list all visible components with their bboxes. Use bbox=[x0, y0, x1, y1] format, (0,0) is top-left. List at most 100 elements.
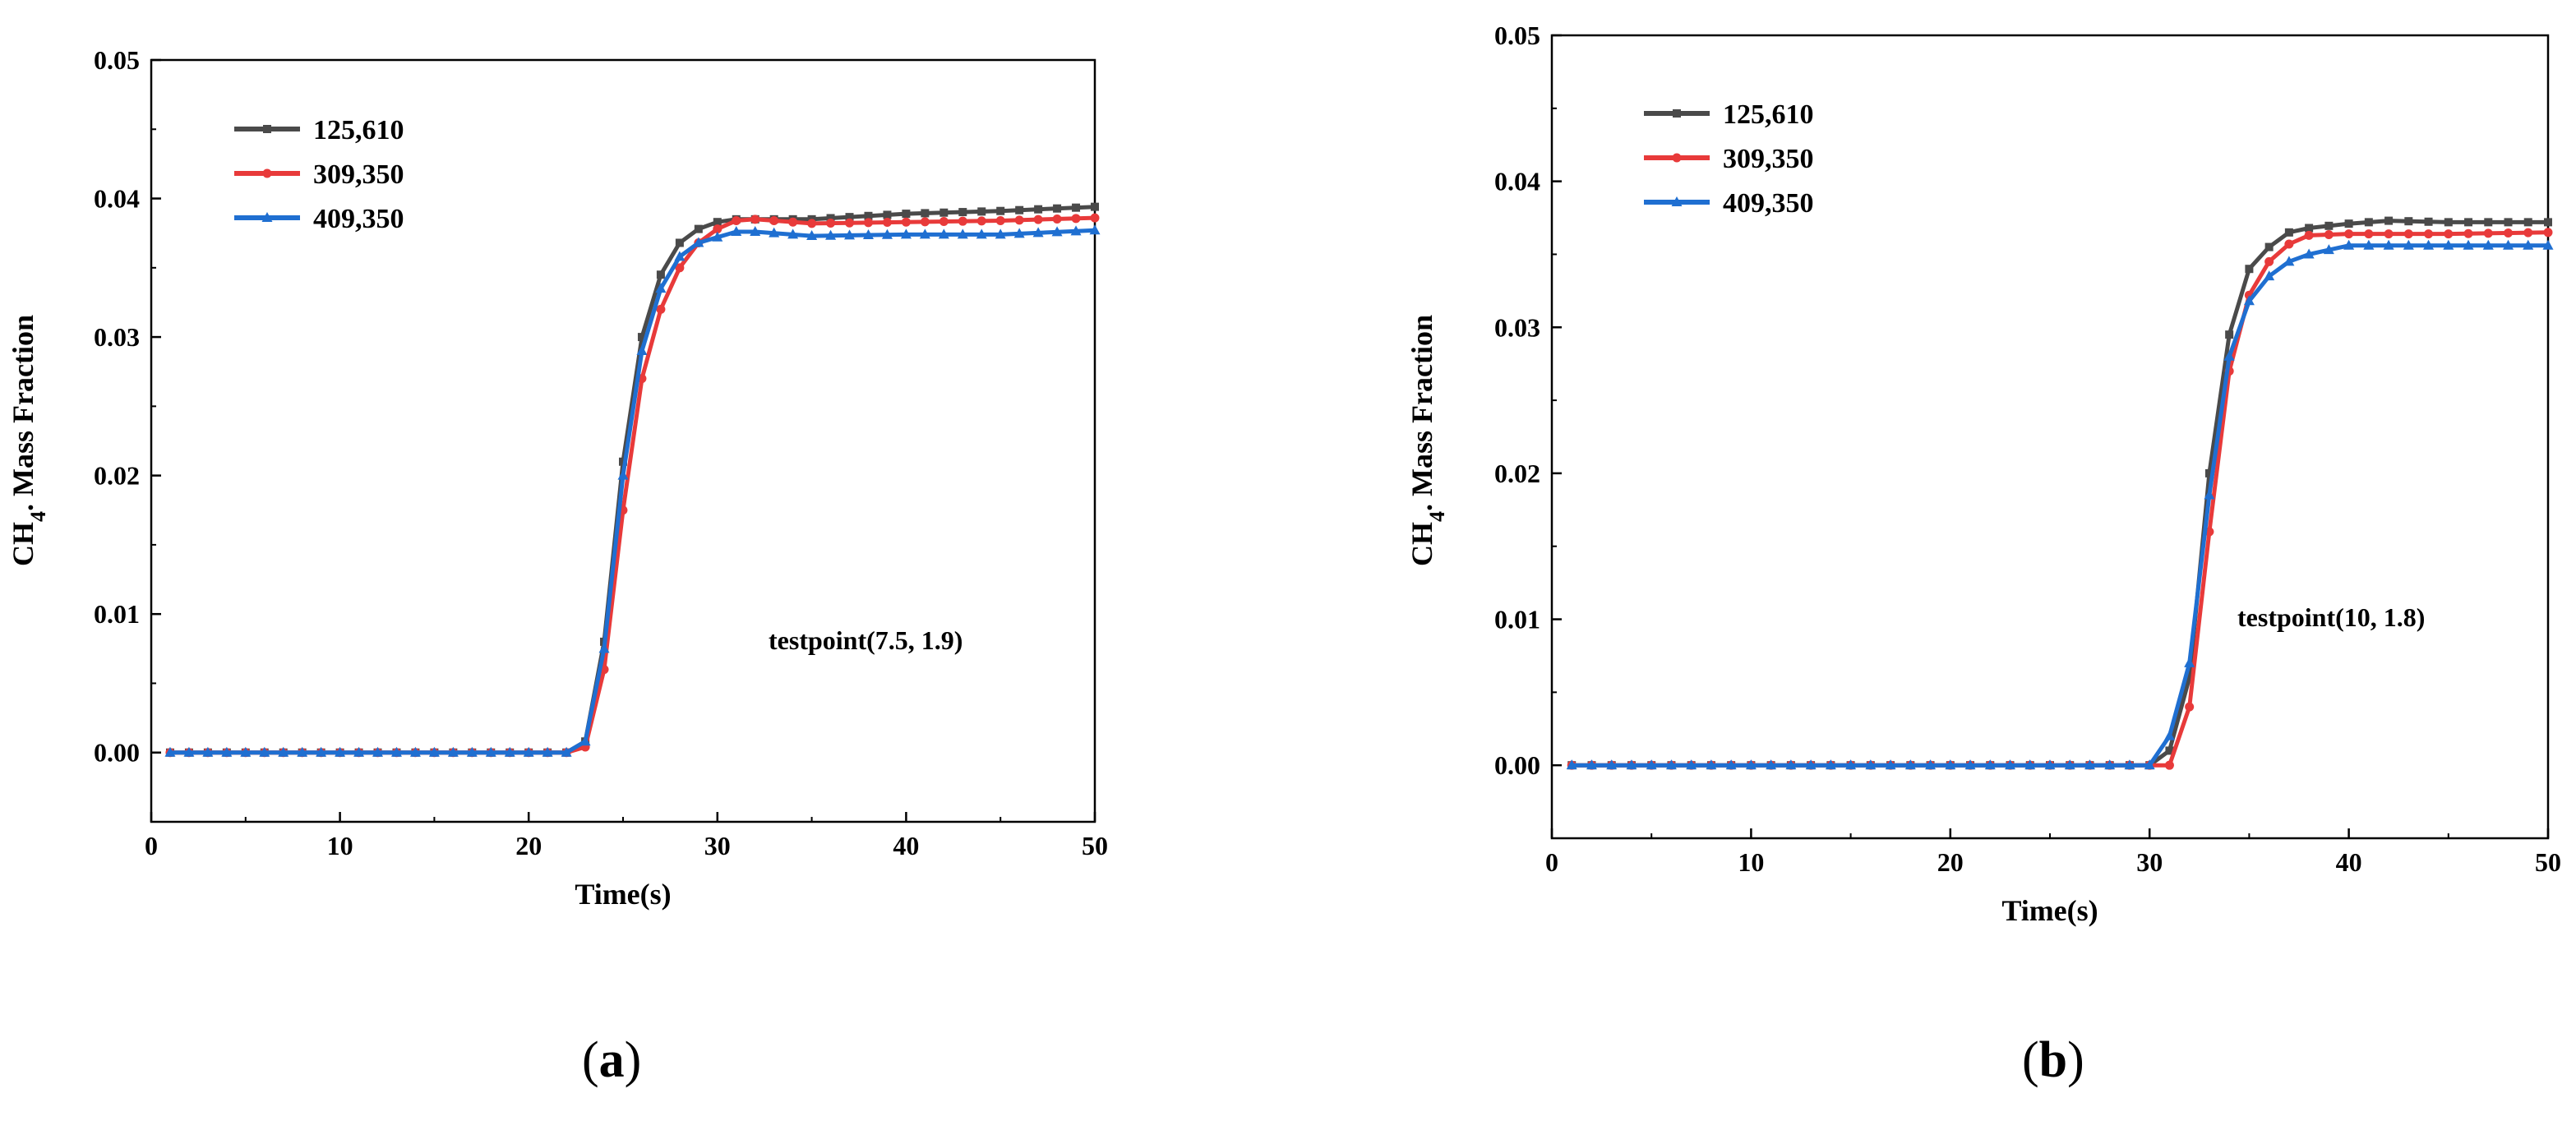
data-point bbox=[1032, 227, 1044, 238]
y-axis-label-subscript: 4 bbox=[1425, 511, 1449, 522]
testpoint-annotation: testpoint(7.5, 1.9) bbox=[769, 625, 963, 655]
data-point bbox=[335, 746, 346, 757]
data-point bbox=[1706, 759, 1717, 770]
data-point bbox=[183, 746, 195, 757]
data-point bbox=[278, 746, 289, 757]
caption-letter: a bbox=[599, 1032, 625, 1088]
data-point bbox=[996, 206, 1005, 215]
data-point bbox=[2243, 295, 2255, 306]
data-point bbox=[958, 216, 967, 226]
data-point bbox=[1945, 759, 1956, 770]
data-point bbox=[2483, 228, 2493, 238]
data-point bbox=[1805, 759, 1817, 770]
data-point bbox=[2443, 239, 2454, 250]
caption-close: ) bbox=[2067, 1032, 2084, 1088]
series-line bbox=[170, 228, 1096, 755]
data-point bbox=[2323, 244, 2334, 255]
data-point bbox=[977, 207, 986, 216]
data-point bbox=[2403, 239, 2414, 250]
data-point bbox=[2165, 746, 2174, 755]
x-tick-label: 0 bbox=[145, 831, 158, 860]
data-point bbox=[2343, 239, 2355, 250]
data-point bbox=[164, 746, 176, 757]
data-point bbox=[390, 746, 402, 757]
data-point bbox=[656, 304, 666, 314]
data-point bbox=[1885, 759, 1896, 770]
caption-open: ( bbox=[582, 1032, 599, 1088]
data-point bbox=[2482, 239, 2494, 250]
x-tick-label: 10 bbox=[327, 831, 353, 860]
y-axis-label-main: CH bbox=[1406, 522, 1438, 566]
data-point bbox=[976, 216, 986, 226]
data-point bbox=[2304, 230, 2314, 240]
data-point bbox=[2225, 330, 2234, 339]
data-point bbox=[1071, 214, 1081, 224]
data-point bbox=[1013, 228, 1025, 238]
data-point bbox=[2364, 229, 2374, 239]
data-point bbox=[750, 214, 760, 224]
data-point bbox=[2284, 228, 2293, 237]
data-point bbox=[1626, 759, 1637, 770]
data-point bbox=[2363, 239, 2375, 250]
data-point bbox=[2444, 218, 2453, 227]
y-tick-label: 0.01 bbox=[94, 599, 140, 629]
data-point bbox=[674, 251, 686, 261]
data-point bbox=[2463, 239, 2474, 250]
data-point bbox=[2284, 239, 2294, 249]
data-point bbox=[2204, 468, 2214, 477]
data-point bbox=[675, 263, 685, 273]
data-point bbox=[1845, 759, 1857, 770]
data-point bbox=[297, 746, 308, 757]
data-point bbox=[259, 746, 270, 757]
data-point bbox=[845, 213, 854, 222]
data-point bbox=[731, 225, 742, 236]
legend-entry: 309,350 bbox=[1723, 144, 1814, 174]
data-point bbox=[2185, 702, 2195, 712]
data-point bbox=[2404, 217, 2413, 226]
x-tick-label: 30 bbox=[704, 831, 731, 860]
data-point bbox=[1015, 205, 1024, 214]
data-point bbox=[2384, 216, 2394, 225]
data-point bbox=[523, 746, 534, 757]
data-point bbox=[372, 746, 384, 757]
data-point bbox=[316, 746, 327, 757]
x-tick-label: 10 bbox=[1738, 847, 1764, 877]
data-point bbox=[693, 237, 704, 247]
data-point bbox=[598, 643, 610, 653]
data-point bbox=[2185, 673, 2194, 682]
data-point bbox=[862, 229, 874, 240]
data-point bbox=[1606, 759, 1618, 770]
data-point bbox=[221, 746, 233, 757]
data-point bbox=[863, 218, 873, 228]
data-point bbox=[2424, 229, 2434, 239]
data-point bbox=[806, 230, 818, 241]
chart-panel-a: 0 10 20 30 40 50 0.00 0.01 0.02 0.03 0.04 0.05 Time(… bbox=[7, 45, 1108, 1088]
series-line bbox=[170, 215, 1096, 755]
data-point bbox=[542, 746, 553, 757]
x-tick-label: 40 bbox=[2336, 847, 2362, 877]
data-point bbox=[1053, 204, 1062, 213]
data-point bbox=[2523, 239, 2534, 250]
data-point bbox=[957, 228, 968, 239]
data-point bbox=[655, 283, 667, 293]
data-point bbox=[561, 746, 572, 757]
data-point bbox=[617, 469, 629, 480]
legend: 125,610 309,350 409,350 bbox=[1644, 99, 1814, 219]
data-point bbox=[1904, 759, 1916, 770]
x-tick-label: 50 bbox=[1082, 831, 1108, 860]
series-309-350 bbox=[1567, 228, 2553, 770]
data-point bbox=[2364, 218, 2373, 227]
data-point bbox=[2305, 224, 2314, 233]
data-point bbox=[788, 217, 798, 227]
y-axis-label-rest: . Mass Fraction bbox=[7, 315, 39, 511]
data-point bbox=[1745, 759, 1757, 770]
data-point bbox=[2544, 218, 2552, 227]
data-point bbox=[1052, 214, 1062, 224]
series-line bbox=[1572, 230, 2549, 768]
y-tick-label: 0.02 bbox=[1494, 459, 1540, 488]
data-point bbox=[2064, 759, 2075, 770]
data-point bbox=[2283, 256, 2295, 266]
data-point bbox=[2523, 218, 2532, 227]
series-409-350 bbox=[1566, 239, 2554, 770]
